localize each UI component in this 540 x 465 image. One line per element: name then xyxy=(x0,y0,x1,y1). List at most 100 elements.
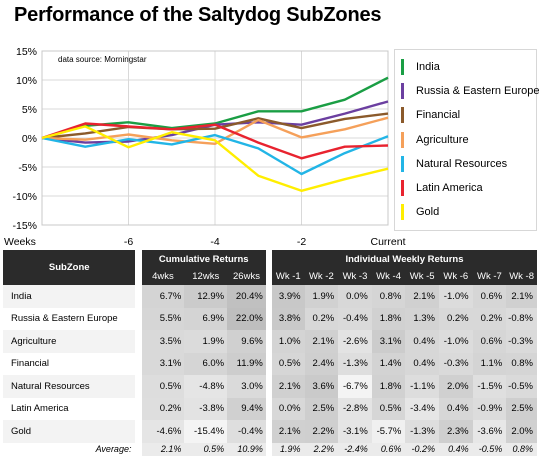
subzone-name: India xyxy=(3,285,136,308)
weekly-cell: 3.6% xyxy=(304,375,339,398)
series-line-gold xyxy=(41,125,389,193)
week-col-header: Wk -5 xyxy=(405,268,439,285)
weekly-cell: 0.2% xyxy=(439,307,473,330)
weekly-cell: 1.8% xyxy=(371,307,406,330)
average-weekly-cell: 2.2% xyxy=(304,442,339,456)
cumulative-cell: 0.2% xyxy=(141,397,185,420)
subzone-name: Financial xyxy=(3,352,136,375)
weekly-cell: 0.0% xyxy=(271,397,305,420)
legend-swatch xyxy=(401,155,404,172)
cumulative-cell: -15.4% xyxy=(184,420,228,443)
weekly-cell: 2.5% xyxy=(304,397,339,420)
weekly-cell: -1.3% xyxy=(405,420,439,443)
line-chart: 15%10%5%0%-5%-10%-15%Weeks -6 -4 -2 Current … xyxy=(4,46,406,248)
x-tick-label: Weeks xyxy=(4,236,36,248)
cumulative-cell: 9.6% xyxy=(227,330,266,353)
weekly-cell: -3.6% xyxy=(472,420,507,443)
weekly-cell: 3.1% xyxy=(371,330,406,353)
legend-swatch xyxy=(401,83,404,100)
average-weekly-cell: -0.2% xyxy=(405,442,439,456)
x-tick-label: Current xyxy=(370,236,405,248)
cumulative-cell: 20.4% xyxy=(227,285,266,308)
cumulative-col-header: 12wks xyxy=(184,268,228,285)
legend-swatch xyxy=(401,204,404,221)
weekly-cell: 2.0% xyxy=(506,420,537,443)
weekly-cell: 2.4% xyxy=(304,352,339,375)
weekly-cell: -0.9% xyxy=(472,397,507,420)
weekly-cell: 2.0% xyxy=(439,375,473,398)
week-col-header: Wk -2 xyxy=(304,268,339,285)
legend-label: Latin America xyxy=(416,182,483,194)
subzone-name: Agriculture xyxy=(3,330,136,353)
weekly-cell: 2.1% xyxy=(304,330,339,353)
average-weekly-cell: 1.9% xyxy=(271,442,305,456)
cumulative-cell: 5.5% xyxy=(141,307,185,330)
weekly-cell: 2.1% xyxy=(271,375,305,398)
subzone-header: SubZone xyxy=(3,250,136,285)
weekly-cell: 2.1% xyxy=(271,420,305,443)
average-weekly-cell: 0.4% xyxy=(439,442,473,456)
weekly-cell: -1.5% xyxy=(472,375,507,398)
table-row: Natural Resources 0.5% -4.8% 3.0% 2.1% 3.6% -6… xyxy=(3,375,537,398)
weekly-cell: 1.3% xyxy=(405,307,439,330)
weekly-cell: 0.6% xyxy=(472,330,507,353)
cumulative-cell: 0.5% xyxy=(141,375,185,398)
table-row: Financial 3.1% 6.0% 11.9% 0.5% 2.4% -1.3% 1.4% 0… xyxy=(3,352,537,375)
legend-item: India xyxy=(401,59,440,75)
weekly-cell: 0.4% xyxy=(405,330,439,353)
average-weekly-cell: 0.8% xyxy=(506,442,537,456)
y-tick-label: 5% xyxy=(22,104,37,116)
weekly-cell: -1.3% xyxy=(338,352,372,375)
legend-item: Agriculture xyxy=(401,131,469,148)
average-cumulative-cell: 10.9% xyxy=(227,442,266,456)
cumulative-cell: 6.9% xyxy=(184,307,228,330)
page-title: Performance of the Saltydog SubZones xyxy=(14,4,382,26)
weekly-cell: 1.9% xyxy=(304,285,339,308)
weekly-cell: -3.4% xyxy=(405,397,439,420)
cumulative-header: Cumulative Returns xyxy=(141,250,266,268)
cumulative-cell: 3.1% xyxy=(141,352,185,375)
weekly-cell: 2.5% xyxy=(506,397,537,420)
cumulative-cell: 22.0% xyxy=(227,307,266,330)
y-tick-label: -10% xyxy=(12,191,37,203)
weekly-cell: 2.3% xyxy=(439,420,473,443)
cumulative-cell: 3.0% xyxy=(227,375,266,398)
weekly-cell: -0.3% xyxy=(439,352,473,375)
weekly-cell: 2.1% xyxy=(405,285,439,308)
weekly-cell: 0.6% xyxy=(472,285,507,308)
weekly-cell: -1.1% xyxy=(405,375,439,398)
legend-swatch xyxy=(401,107,404,124)
table-row: Russia & Eastern Europe 5.5% 6.9% 22.0% 3.8%… xyxy=(3,307,537,330)
weekly-cell: -0.4% xyxy=(338,307,372,330)
legend-item: Russia & Eastern Europe xyxy=(401,83,540,100)
cumulative-cell: 9.4% xyxy=(227,397,266,420)
subzone-name: Latin America xyxy=(3,397,136,420)
average-cumulative-cell: 0.5% xyxy=(184,442,228,456)
cumulative-cell: 12.9% xyxy=(184,285,228,308)
average-label: Average: xyxy=(3,442,136,456)
legend-label: Gold xyxy=(416,206,440,219)
weekly-cell: -2.8% xyxy=(338,397,372,420)
cumulative-col-header: 26wks xyxy=(227,268,266,285)
series-line-latin-america xyxy=(41,122,389,160)
y-tick-label: -15% xyxy=(12,220,37,232)
weekly-cell: 1.4% xyxy=(371,352,406,375)
week-col-header: Wk -3 xyxy=(338,268,372,285)
cumulative-cell: 3.5% xyxy=(141,330,185,353)
table-row: India 6.7% 12.9% 20.4% 3.9% 1.9% 0.0% 0.8% 2.1% -… xyxy=(3,285,537,308)
weekly-cell: -6.7% xyxy=(338,375,372,398)
weekly-cell: -3.1% xyxy=(338,420,372,443)
chart-legend: India Russia & Eastern Europe Financial Agr… xyxy=(394,49,540,231)
series-line-financial xyxy=(41,112,389,140)
weekly-cell: 3.8% xyxy=(271,307,305,330)
table-row: Latin America 0.2% -3.8% 9.4% 0.0% 2.5% -2.8% 0… xyxy=(3,397,537,420)
weekly-cell: -2.6% xyxy=(338,330,372,353)
week-col-header: Wk -1 xyxy=(271,268,305,285)
legend-label: Agriculture xyxy=(416,133,469,146)
cumulative-col-header: 4wks xyxy=(141,268,185,285)
series-line-agriculture xyxy=(41,116,389,146)
legend-label: Russia & Eastern Europe xyxy=(416,85,540,98)
cumulative-cell: -0.4% xyxy=(227,420,266,443)
legend-swatch xyxy=(401,180,404,196)
week-col-header: Wk -7 xyxy=(472,268,507,285)
